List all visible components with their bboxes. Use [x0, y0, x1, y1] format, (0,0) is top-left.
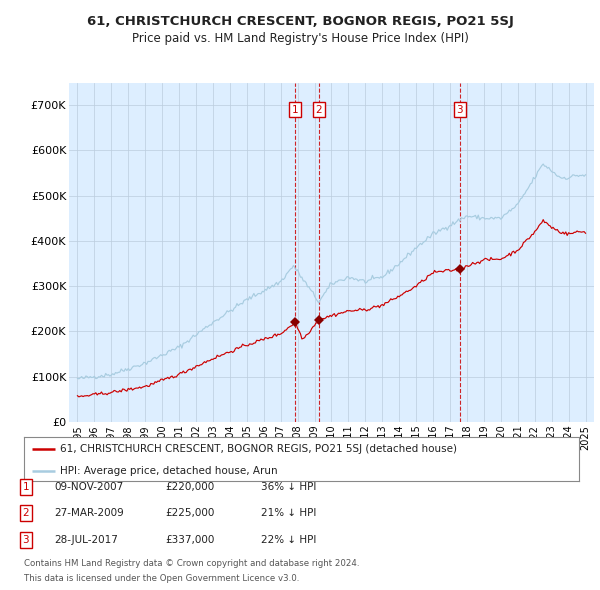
Text: 1: 1 — [22, 482, 29, 491]
Text: 2: 2 — [22, 509, 29, 518]
Text: Contains HM Land Registry data © Crown copyright and database right 2024.: Contains HM Land Registry data © Crown c… — [24, 559, 359, 568]
Text: 27-MAR-2009: 27-MAR-2009 — [54, 509, 124, 518]
Text: 21% ↓ HPI: 21% ↓ HPI — [261, 509, 316, 518]
Text: £220,000: £220,000 — [165, 482, 214, 491]
Text: This data is licensed under the Open Government Licence v3.0.: This data is licensed under the Open Gov… — [24, 574, 299, 583]
Text: 09-NOV-2007: 09-NOV-2007 — [54, 482, 123, 491]
Text: Price paid vs. HM Land Registry's House Price Index (HPI): Price paid vs. HM Land Registry's House … — [131, 32, 469, 45]
Text: 28-JUL-2017: 28-JUL-2017 — [54, 535, 118, 545]
Text: HPI: Average price, detached house, Arun: HPI: Average price, detached house, Arun — [60, 466, 278, 476]
Text: £337,000: £337,000 — [165, 535, 214, 545]
Text: 61, CHRISTCHURCH CRESCENT, BOGNOR REGIS, PO21 5SJ (detached house): 61, CHRISTCHURCH CRESCENT, BOGNOR REGIS,… — [60, 444, 457, 454]
Text: £225,000: £225,000 — [165, 509, 214, 518]
Text: 3: 3 — [457, 105, 463, 114]
Text: 2: 2 — [316, 105, 322, 114]
Text: 3: 3 — [22, 535, 29, 545]
Text: 36% ↓ HPI: 36% ↓ HPI — [261, 482, 316, 491]
Text: 1: 1 — [292, 105, 299, 114]
Text: 22% ↓ HPI: 22% ↓ HPI — [261, 535, 316, 545]
Text: 61, CHRISTCHURCH CRESCENT, BOGNOR REGIS, PO21 5SJ: 61, CHRISTCHURCH CRESCENT, BOGNOR REGIS,… — [86, 15, 514, 28]
